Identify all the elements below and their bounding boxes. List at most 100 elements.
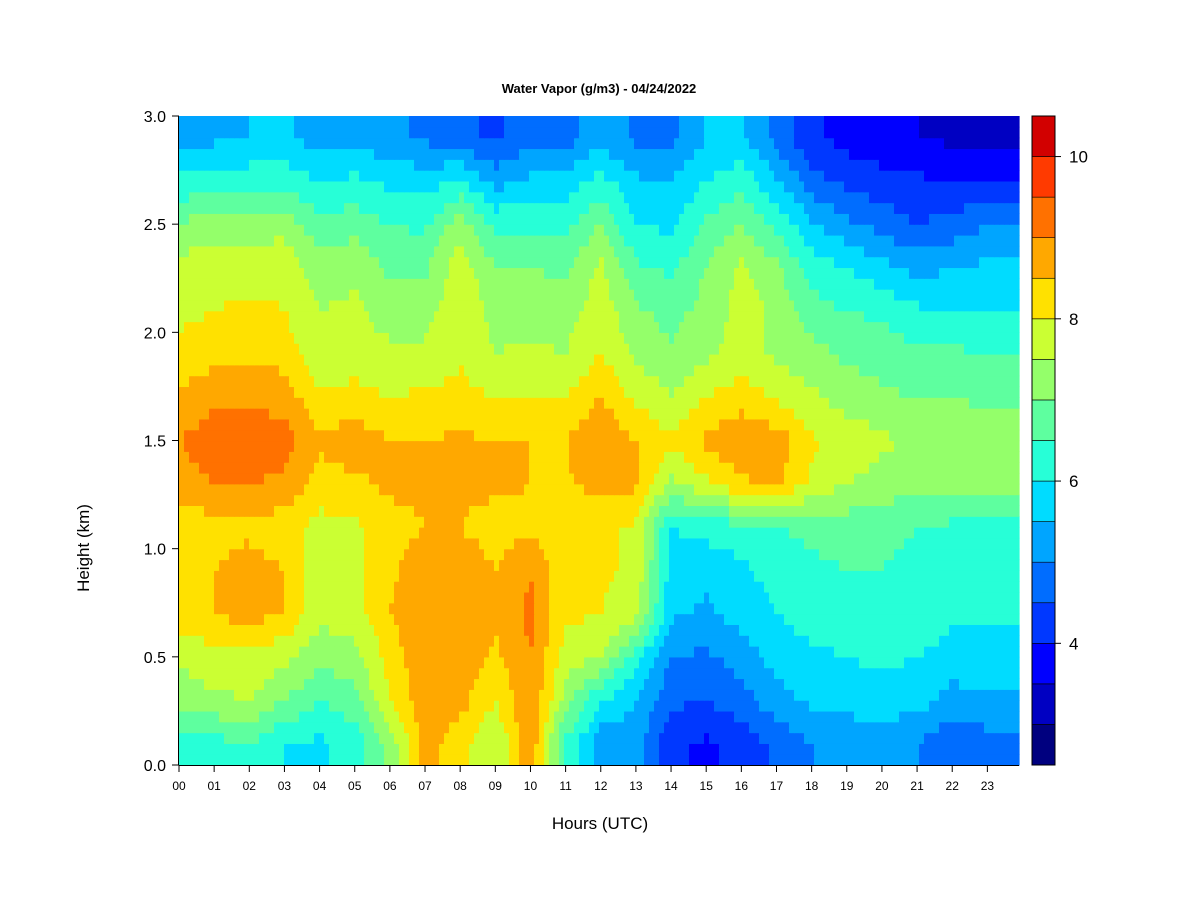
heatmap-cell	[189, 710, 195, 723]
heatmap-cell	[549, 591, 555, 604]
heatmap-cell	[339, 462, 345, 474]
heatmap-cell	[699, 743, 705, 755]
heatmap-cell	[989, 689, 995, 701]
heatmap-cell	[264, 451, 270, 463]
heatmap-cell	[709, 689, 715, 701]
heatmap-cell	[494, 754, 500, 766]
heatmap-cell	[804, 700, 810, 712]
heatmap-cell	[614, 667, 620, 680]
heatmap-cell	[544, 689, 550, 701]
heatmap-cell	[749, 635, 755, 647]
heatmap-cell	[689, 656, 695, 669]
heatmap-cell	[529, 494, 535, 506]
heatmap-cell	[199, 472, 205, 485]
heatmap-cell	[929, 516, 935, 528]
heatmap-cell	[1014, 678, 1020, 690]
heatmap-cell	[439, 505, 445, 517]
heatmap-cell	[904, 527, 910, 539]
heatmap-cell	[629, 754, 635, 766]
heatmap-cell	[324, 613, 330, 625]
heatmap-cell	[564, 646, 570, 658]
heatmap-cell	[334, 462, 340, 474]
heatmap-cell	[179, 721, 185, 734]
heatmap-cell	[549, 635, 555, 647]
heatmap-cell	[579, 635, 585, 647]
heatmap-cell	[719, 505, 725, 517]
heatmap-cell	[909, 700, 915, 712]
heatmap-cell	[244, 732, 250, 744]
heatmap-cell	[204, 570, 210, 582]
heatmap-cell	[669, 613, 675, 625]
heatmap-cell	[679, 591, 685, 604]
heatmap-cell	[984, 483, 990, 496]
heatmap-cell	[304, 667, 310, 680]
heatmap-cell	[869, 472, 875, 485]
heatmap-cell	[949, 743, 955, 755]
heatmap-cell	[879, 656, 885, 669]
heatmap-cell	[374, 700, 380, 712]
heatmap-cell	[904, 494, 910, 506]
heatmap-cell	[864, 494, 870, 506]
heatmap-cell	[769, 494, 775, 506]
heatmap-cell	[949, 591, 955, 604]
heatmap-cell	[829, 602, 835, 615]
heatmap-cell	[344, 527, 350, 539]
heatmap-cell	[634, 710, 640, 723]
heatmap-cell	[649, 440, 655, 452]
heatmap-cell	[969, 667, 975, 680]
heatmap-cell	[949, 689, 955, 701]
heatmap-cell	[629, 700, 635, 712]
heatmap-cell	[729, 721, 735, 734]
heatmap-cell	[419, 559, 425, 571]
heatmap-cell	[394, 624, 400, 636]
heatmap-cell	[609, 732, 615, 744]
heatmap-cell	[224, 537, 230, 550]
heatmap-cell	[334, 537, 340, 550]
heatmap-cell	[369, 451, 375, 463]
heatmap-cell	[819, 700, 825, 712]
heatmap-cell	[944, 635, 950, 647]
heatmap-cell	[589, 581, 595, 593]
heatmap-cell	[784, 656, 790, 669]
heatmap-cell	[619, 494, 625, 506]
heatmap-cell	[194, 732, 200, 744]
heatmap-cell	[989, 667, 995, 680]
heatmap-cell	[229, 494, 235, 506]
heatmap-cell	[519, 505, 525, 517]
heatmap-cell	[429, 710, 435, 723]
heatmap-cell	[224, 516, 230, 528]
heatmap-cell	[409, 602, 415, 615]
heatmap-cell	[744, 591, 750, 604]
heatmap-cell	[854, 483, 860, 496]
heatmap-cell	[684, 548, 690, 561]
heatmap-cell	[274, 689, 280, 701]
heatmap-cell	[974, 710, 980, 723]
heatmap-cell	[429, 700, 435, 712]
heatmap-cell	[229, 624, 235, 636]
heatmap-cell	[759, 613, 765, 625]
heatmap-cell	[504, 678, 510, 690]
heatmap-cell	[909, 559, 915, 571]
heatmap-cell	[629, 440, 635, 452]
heatmap-cell	[639, 527, 645, 539]
heatmap-cell	[414, 613, 420, 625]
heatmap-cell	[564, 494, 570, 506]
heatmap-cell	[724, 710, 730, 723]
heatmap-cell	[429, 689, 435, 701]
heatmap-cell	[849, 472, 855, 485]
heatmap-cell	[744, 743, 750, 755]
heatmap-cell	[664, 656, 670, 669]
heatmap-cell	[179, 472, 185, 485]
heatmap-cell	[609, 451, 615, 463]
heatmap-cell	[989, 505, 995, 517]
heatmap-cell	[824, 624, 830, 636]
heatmap-cell	[264, 754, 270, 766]
heatmap-cell	[629, 559, 635, 571]
heatmap-cell	[949, 710, 955, 723]
heatmap-cell	[864, 689, 870, 701]
heatmap-cell	[179, 527, 185, 539]
heatmap-cell	[1014, 667, 1020, 680]
heatmap-cell	[739, 667, 745, 680]
heatmap-cell	[399, 548, 405, 561]
heatmap-cell	[184, 635, 190, 647]
